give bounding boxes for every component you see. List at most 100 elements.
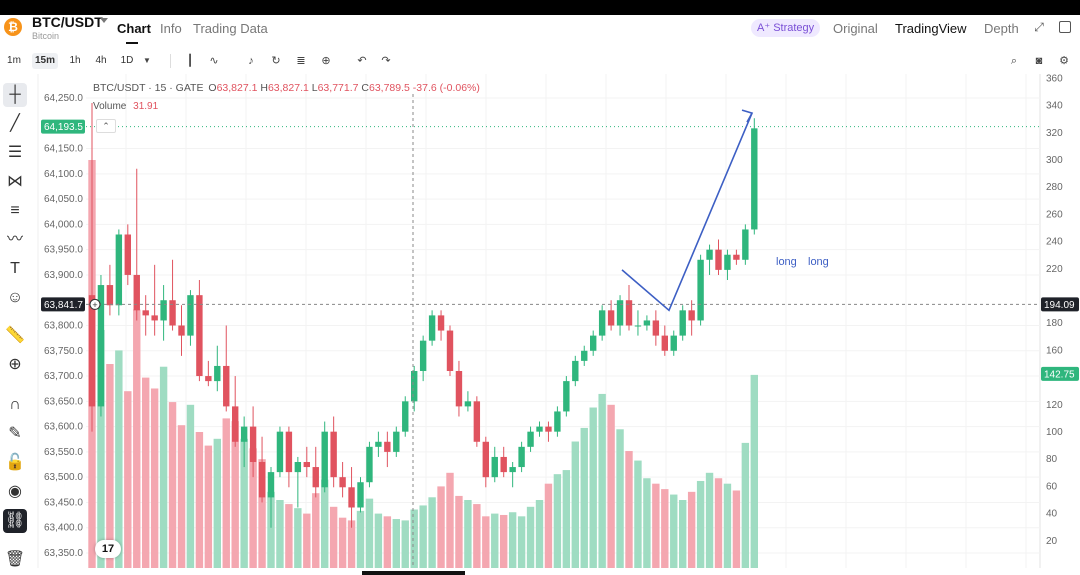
volume-bar xyxy=(133,309,141,568)
alert-bell-icon[interactable]: ♪ xyxy=(248,55,254,67)
indicators-icon[interactable]: ∿ xyxy=(209,55,219,67)
volume-bar xyxy=(321,479,329,568)
volume-bar xyxy=(679,500,687,568)
volume-bar xyxy=(410,509,418,568)
fib-tool-icon[interactable]: ≡ xyxy=(10,202,20,219)
add-alert-icon xyxy=(89,298,101,310)
toolbar-divider xyxy=(170,54,171,68)
tradingview-logo[interactable]: 17 xyxy=(95,540,121,558)
pair-selector[interactable]: BTC/USDT xyxy=(32,14,103,30)
candle-body xyxy=(375,441,382,447)
view-original[interactable]: Original xyxy=(833,21,878,36)
candle-body xyxy=(419,340,427,371)
projection-tool-icon[interactable]: 〰 xyxy=(6,231,23,248)
candle-body xyxy=(303,462,310,468)
volume-bar xyxy=(714,478,723,568)
timeframe-1d[interactable]: 1D xyxy=(120,55,134,66)
settings-gear-icon[interactable]: ⚙ xyxy=(1059,55,1069,67)
lock-drawing-icon[interactable]: ✎ xyxy=(8,425,22,442)
templates-icon[interactable]: ≣ xyxy=(296,55,306,67)
volume-bar xyxy=(607,404,615,568)
crosshair-tool-icon[interactable]: ┼ xyxy=(3,83,27,107)
candle-body xyxy=(688,310,695,321)
candle-body xyxy=(437,315,445,331)
tab-chart[interactable]: Chart xyxy=(117,21,151,36)
chevron-down-icon[interactable] xyxy=(100,18,108,23)
search-icon[interactable]: ⌕ xyxy=(1010,55,1018,67)
legend-close: 63,789.5 xyxy=(368,82,410,94)
candle-body xyxy=(518,446,525,468)
timeframe-15m[interactable]: 15m xyxy=(32,53,58,69)
trend-arrow-path xyxy=(621,112,753,312)
annotation-long-1[interactable]: long xyxy=(776,256,797,268)
emoji-tool-icon[interactable]: ☺ xyxy=(6,289,24,306)
volume-bar xyxy=(177,425,186,568)
fullscreen-icon[interactable] xyxy=(1059,21,1071,33)
view-tradingview[interactable]: TradingView xyxy=(895,21,967,36)
camera-icon[interactable]: ◙ xyxy=(1035,55,1043,67)
last-volume-tag: 142.75 xyxy=(1044,369,1075,380)
replay-icon[interactable]: ↻ xyxy=(271,55,281,67)
volume-bar xyxy=(303,513,311,568)
candle-body xyxy=(634,325,642,327)
price-tick-label: 64,100.0 xyxy=(44,169,83,180)
timeline-scrollbar[interactable] xyxy=(362,571,465,575)
trendline-tool-icon[interactable]: ╱ xyxy=(10,115,20,132)
crosshair-price-tag-bg xyxy=(41,297,85,312)
annotation-long-2[interactable]: long xyxy=(808,256,829,268)
candle-body xyxy=(411,371,418,402)
legend-low-label: L xyxy=(311,82,318,94)
price-tick-label: 63,750.0 xyxy=(44,346,83,357)
legend-change: -37.6 (-0.06%) xyxy=(412,82,480,94)
candle-body xyxy=(697,259,704,321)
timeframe-1h[interactable]: 1h xyxy=(69,55,81,66)
candle-body xyxy=(88,295,96,407)
volume-bar xyxy=(464,500,472,568)
text-tool-icon[interactable]: T xyxy=(10,260,20,277)
volume-bar xyxy=(276,500,284,568)
volume-bar xyxy=(643,478,651,568)
redo-icon[interactable]: ↷ xyxy=(381,55,391,67)
volume-tick-label: 120 xyxy=(1046,400,1063,411)
horizontal-lines-tool-icon[interactable]: ☰ xyxy=(7,144,23,161)
link-icon[interactable]: ⛓ xyxy=(3,509,27,533)
volume-bar xyxy=(732,490,741,568)
timeframe-dropdown-icon[interactable]: ▼ xyxy=(143,56,151,65)
lock-icon[interactable]: 🔓 xyxy=(5,454,25,471)
trash-icon[interactable]: 🗑 xyxy=(4,551,26,568)
volume-bar xyxy=(535,500,544,568)
candle-body xyxy=(142,310,149,316)
zoom-in-icon[interactable]: ⊕ xyxy=(8,356,22,373)
tab-trading-data[interactable]: Trading Data xyxy=(193,21,268,36)
legend-close-label: C xyxy=(361,82,369,94)
candle-body xyxy=(151,315,158,321)
candle-body xyxy=(402,401,409,432)
timeframe-4h[interactable]: 4h xyxy=(95,55,107,66)
eye-icon[interactable]: ◉ xyxy=(8,483,22,500)
strategy-button[interactable]: A⁺ Strategy xyxy=(751,19,821,37)
timeframe-1m[interactable]: 1m xyxy=(7,55,21,66)
candle-type-icon[interactable]: ┃ xyxy=(186,55,194,67)
legend-symbol: BTC/USDT · 15 · GATE xyxy=(93,82,204,94)
expand-icon[interactable]: ⤢ xyxy=(1034,20,1044,34)
undo-icon[interactable]: ↶ xyxy=(357,55,367,67)
candle-body xyxy=(97,285,105,407)
volume-bar xyxy=(365,498,374,568)
pattern-tool-icon[interactable]: ⋈ xyxy=(7,173,23,190)
volume-bar xyxy=(142,377,150,568)
collapse-legend-button[interactable]: ⌃ xyxy=(96,119,116,133)
candle-body xyxy=(214,365,221,382)
candle-body xyxy=(500,456,507,473)
candle-body xyxy=(581,350,588,361)
volume-tick-label: 300 xyxy=(1046,155,1063,166)
view-depth[interactable]: Depth xyxy=(984,21,1019,36)
tab-info[interactable]: Info xyxy=(160,21,182,36)
magnet-icon[interactable]: ∩ xyxy=(9,396,21,413)
price-tick-label: 63,650.0 xyxy=(44,396,83,407)
volume-tick-label: 160 xyxy=(1046,345,1063,356)
pair-subtitle: Bitcoin xyxy=(32,31,60,41)
add-indicator-icon[interactable]: ⊕ xyxy=(321,55,331,67)
volume-tick-label: 180 xyxy=(1046,318,1063,329)
ruler-tool-icon[interactable]: 📏 xyxy=(5,327,25,344)
